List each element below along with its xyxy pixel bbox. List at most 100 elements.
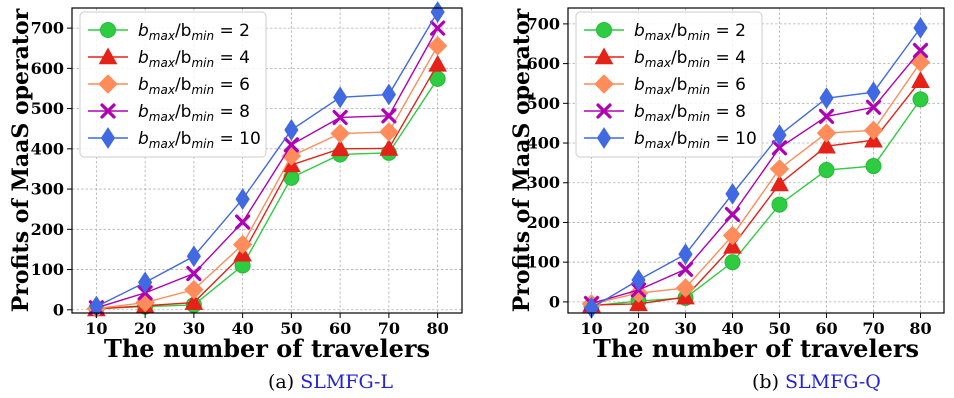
x-tick-label: 30 <box>183 319 205 338</box>
marker-point <box>186 245 201 268</box>
legend-text-part: /b <box>175 129 192 149</box>
y-axis-label: Profits of MaaS operator <box>509 8 535 312</box>
legend-item: bmax/bmin = 10 <box>584 127 757 151</box>
caption-link[interactable]: SLMFG-Q <box>785 371 881 393</box>
marker-point <box>818 162 835 179</box>
y-tick-label: 100 <box>527 253 560 272</box>
marker-point <box>629 294 648 312</box>
marker-point <box>235 188 250 211</box>
marker-point <box>678 243 693 266</box>
series-line <box>591 27 922 309</box>
legend-text-part: = 10 <box>710 129 757 149</box>
marker-point <box>596 127 612 149</box>
series-line <box>96 27 439 309</box>
legend-text-part: = 6 <box>710 75 746 95</box>
series-line <box>591 80 922 306</box>
chart-panel-a: 10 20 30 40 50 60 70 80 0 100 200 300 400 500 600 700 Th… <box>8 1 463 393</box>
legend-text-part: /b <box>671 102 688 122</box>
legend-text-part: /b <box>671 21 688 41</box>
legend-box <box>575 11 763 158</box>
legend-text-part: b <box>138 21 149 41</box>
legend-item: bmax/bmin = 6 <box>88 74 250 97</box>
marker-point <box>912 42 929 59</box>
x-tick-label: 50 <box>280 319 302 338</box>
chart-panel-b: 10 20 30 40 50 60 70 80 0 100 200 300 400 500 600 700 Th… <box>509 7 945 393</box>
marker-point <box>98 47 118 65</box>
legend-text-part: b <box>138 129 149 149</box>
legend-text-part: = 4 <box>214 48 250 68</box>
legend-subscript: max <box>149 110 176 124</box>
marker-point <box>427 36 448 56</box>
legend-text-part: = 2 <box>214 21 250 41</box>
x-tick-label: 70 <box>862 319 884 338</box>
marker-point <box>379 138 399 156</box>
legend-text-part: b <box>634 48 645 68</box>
marker-point <box>184 293 204 310</box>
marker-point <box>330 123 350 144</box>
legend-text-part: b <box>138 48 149 68</box>
legend-item: bmax/bmin = 10 <box>88 127 261 151</box>
marker-point <box>866 81 881 104</box>
marker-point <box>913 16 928 39</box>
legend-label: bmax/bmin = 2 <box>634 21 746 43</box>
marker-point <box>138 271 153 294</box>
marker-point <box>379 122 399 142</box>
legend-label: bmax/bmin = 4 <box>634 48 746 70</box>
y-tick-label: 300 <box>527 173 560 192</box>
legend-text-part: = 6 <box>214 75 250 95</box>
legend-text-part: /b <box>671 75 688 95</box>
figure-caption: (b) SLMFG-Q <box>752 371 881 393</box>
marker-point <box>865 99 882 115</box>
legend-subscript: max <box>149 137 176 151</box>
legend-text-part: /b <box>175 48 192 68</box>
marker-point <box>596 103 612 119</box>
y-tick-label: 200 <box>527 213 560 232</box>
legend-label: bmax/bmin = 10 <box>634 129 757 151</box>
x-tick-label: 80 <box>909 319 931 338</box>
marker-point <box>816 123 837 143</box>
legend-subscript: min <box>687 83 710 97</box>
legend-subscript: min <box>191 137 214 151</box>
marker-point <box>284 119 299 141</box>
legend-item: bmax/bmin = 6 <box>584 74 746 97</box>
marker-point <box>771 196 788 213</box>
marker-point <box>283 137 299 153</box>
x-axis-label: The number of travelers <box>593 334 919 363</box>
marker-point <box>184 279 204 300</box>
marker-point <box>912 91 929 108</box>
legend-text-part: b <box>138 75 149 95</box>
marker-point <box>863 120 884 141</box>
y-tick-label: 100 <box>31 260 64 279</box>
y-axis-label: Profits of MaaS operator <box>8 8 34 312</box>
series-line <box>96 11 439 308</box>
legend-text-part: b <box>634 75 645 95</box>
marker-point <box>428 54 447 72</box>
caption-prefix: (a) <box>268 371 300 393</box>
series-1 <box>582 71 930 313</box>
legend-subscript: min <box>191 56 214 70</box>
x-tick-label: 60 <box>815 319 837 338</box>
y-tick-label: 600 <box>31 59 64 78</box>
legend-text-part: = 8 <box>710 102 746 122</box>
series-line <box>96 63 439 310</box>
y-tick-label: 0 <box>549 292 560 311</box>
legend-text-part: /b <box>175 21 192 41</box>
series-line <box>591 50 922 305</box>
legend-text-part: /b <box>175 102 192 122</box>
x-tick-label: 40 <box>721 319 743 338</box>
legend-text-part: b <box>138 102 149 122</box>
legend-subscript: max <box>645 29 672 43</box>
legend-label: bmax/bmin = 2 <box>138 21 250 43</box>
caption-link[interactable]: SLMFG-L <box>300 371 393 393</box>
marker-point <box>596 22 612 38</box>
marker-point <box>771 140 788 156</box>
legend-text-part: = 10 <box>214 129 261 149</box>
legend-text-part: /b <box>671 129 688 149</box>
legend-item: bmax/bmin = 2 <box>584 21 746 43</box>
legend-box <box>79 11 267 158</box>
marker-point <box>381 83 396 106</box>
x-tick-label: 20 <box>134 319 156 338</box>
legend-text-part: = 8 <box>214 102 250 122</box>
marker-point <box>232 234 253 255</box>
marker-point <box>910 52 931 73</box>
